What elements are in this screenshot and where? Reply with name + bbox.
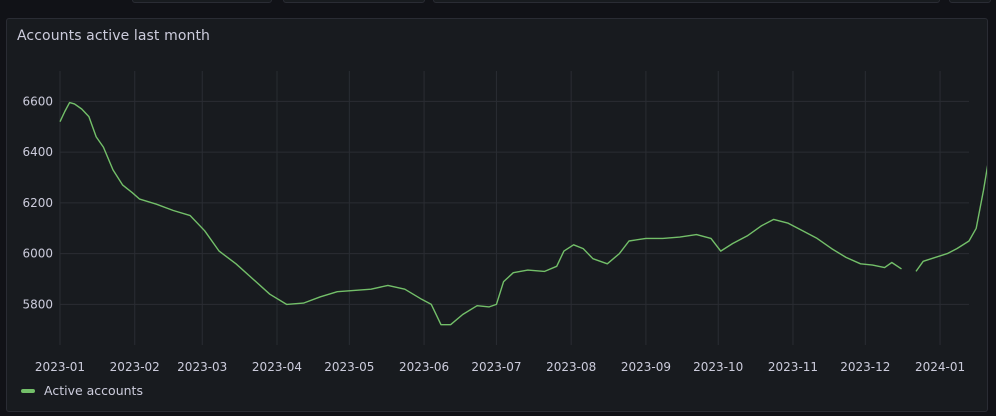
legend-label: Active accounts (44, 383, 143, 398)
x-tick-label: 2023-09 (621, 360, 671, 374)
x-tick-label: 2024-01 (915, 360, 965, 374)
toolbar-fragment (433, 0, 940, 3)
x-tick-label: 2023-04 (252, 360, 302, 374)
x-tick-label: 2023-10 (693, 360, 743, 374)
x-tick-label: 2023-05 (324, 360, 374, 374)
panel-title: Accounts active last month (17, 28, 211, 44)
x-tick-label: 2023-11 (768, 360, 818, 374)
series-line[interactable] (59, 101, 902, 326)
y-tick-label: 6400 (22, 145, 53, 159)
toolbar-fragment (283, 0, 425, 3)
chart-panel: Accounts active last month 5800 6000 6200 6… (6, 18, 988, 412)
y-tick-label: 6000 (22, 247, 53, 261)
legend-swatch (21, 388, 35, 393)
y-tick-label: 6600 (22, 94, 53, 108)
grid (59, 71, 969, 345)
x-tick-label: 2023-07 (471, 360, 521, 374)
legend[interactable]: Active accounts (21, 383, 143, 398)
x-tick-label: 2023-06 (399, 360, 449, 374)
toolbar-fragment (132, 0, 272, 3)
y-axis: 5800 6000 6200 6400 6600 (22, 94, 53, 311)
x-axis: 2023-01 2023-02 2023-03 2023-04 2023-05 2023-… (35, 360, 965, 374)
series-layer (59, 101, 987, 326)
y-tick-label: 5800 (22, 297, 53, 311)
x-tick-label: 2023-03 (177, 360, 227, 374)
y-tick-label: 6200 (22, 196, 53, 210)
toolbar-fragment (949, 0, 991, 3)
x-tick-label: 2023-12 (840, 360, 890, 374)
series-line[interactable] (915, 120, 987, 272)
x-tick-label: 2023-02 (110, 360, 160, 374)
x-tick-label: 2023-01 (35, 360, 85, 374)
x-tick-label: 2023-08 (546, 360, 596, 374)
